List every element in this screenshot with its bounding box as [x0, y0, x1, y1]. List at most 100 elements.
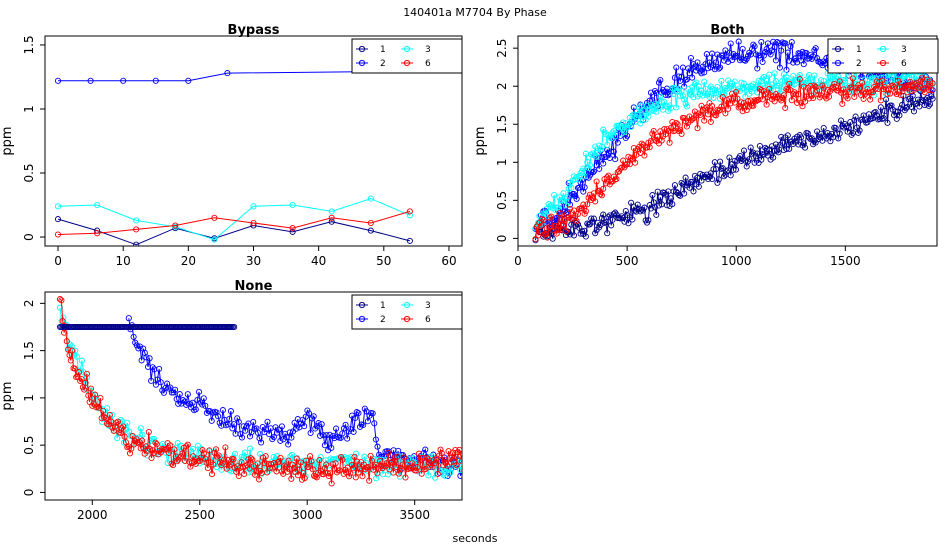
data-point	[231, 450, 239, 457]
data-point	[198, 445, 205, 453]
data-point	[137, 445, 144, 452]
data-point	[775, 149, 782, 156]
data-point	[364, 418, 371, 425]
data-point	[819, 82, 826, 89]
data-point	[766, 71, 773, 78]
data-point	[643, 102, 651, 109]
data-point	[634, 111, 641, 118]
data-point	[661, 189, 668, 196]
data-point	[59, 317, 66, 325]
data-point	[600, 211, 607, 218]
data-point	[686, 184, 693, 191]
data-point	[666, 139, 673, 146]
data-point	[844, 95, 851, 102]
data-point	[175, 400, 182, 407]
data-point	[237, 464, 244, 471]
data-point	[617, 124, 624, 131]
x-tick-label: 2000	[77, 508, 108, 522]
data-point	[66, 352, 73, 359]
data-point	[585, 164, 592, 172]
legend-key-marker	[403, 59, 411, 67]
series-line	[57, 218, 411, 246]
data-point	[669, 201, 676, 208]
data-point	[604, 230, 611, 237]
data-point	[355, 469, 362, 476]
data-point	[405, 465, 412, 472]
legend-label: 1	[856, 45, 862, 55]
data-point	[318, 421, 325, 428]
data-point	[683, 103, 690, 110]
data-point	[771, 44, 778, 51]
data-point	[221, 456, 228, 463]
data-point	[848, 84, 855, 91]
data-point	[371, 420, 378, 427]
data-point	[285, 441, 292, 448]
data-point	[671, 182, 678, 189]
data-point	[293, 425, 300, 432]
data-point	[277, 437, 284, 444]
data-point	[376, 457, 384, 465]
data-point	[83, 370, 90, 377]
data-point	[840, 76, 847, 84]
data-point	[831, 80, 838, 88]
series-line	[59, 298, 462, 484]
data-point	[880, 115, 887, 122]
data-point	[208, 417, 215, 424]
data-point	[227, 408, 234, 415]
data-point	[554, 227, 562, 234]
data-point	[594, 155, 601, 162]
data-point	[196, 457, 203, 464]
data-point	[727, 172, 734, 179]
data-point	[74, 373, 81, 380]
data-point	[320, 432, 327, 439]
data-point	[324, 469, 331, 477]
data-point	[395, 470, 402, 477]
data-point	[565, 185, 572, 192]
data-point	[133, 342, 140, 349]
data-point	[747, 144, 754, 151]
y-tick-label: 0.5	[22, 163, 36, 182]
data-point	[61, 329, 68, 336]
data-point	[204, 465, 211, 472]
data-point	[592, 198, 599, 205]
data-point	[157, 379, 164, 386]
data-point	[216, 419, 223, 426]
data-point	[798, 134, 805, 141]
data-point	[771, 148, 778, 155]
data-point	[183, 443, 190, 450]
data-point	[899, 101, 906, 108]
data-point	[637, 101, 644, 108]
data-point	[763, 101, 770, 108]
data-point	[91, 391, 99, 398]
data-point	[202, 402, 209, 409]
data-point	[600, 185, 607, 192]
data-point	[658, 98, 665, 105]
y-tick-label: 1.5	[22, 341, 36, 360]
data-point	[751, 43, 758, 50]
data-point	[458, 458, 462, 465]
data-point	[896, 112, 903, 119]
data-point	[588, 196, 595, 204]
data-point	[661, 98, 668, 105]
data-point	[56, 304, 64, 311]
data-point	[100, 407, 107, 414]
data-point	[148, 377, 155, 384]
data-point	[213, 409, 220, 416]
data-point	[441, 456, 448, 463]
series-6	[532, 74, 936, 243]
data-point	[54, 231, 62, 238]
x-tick-label: 1500	[830, 254, 861, 268]
data-point	[586, 161, 593, 169]
data-point	[289, 201, 296, 209]
data-point	[253, 468, 260, 475]
data-point	[389, 459, 396, 466]
data-point	[286, 466, 293, 473]
data-point	[327, 470, 334, 477]
data-point	[95, 404, 103, 411]
data-point	[760, 52, 767, 59]
data-point	[903, 82, 910, 89]
data-point	[771, 70, 778, 77]
data-point	[152, 77, 159, 84]
data-point	[790, 59, 797, 66]
data-point	[118, 425, 125, 432]
